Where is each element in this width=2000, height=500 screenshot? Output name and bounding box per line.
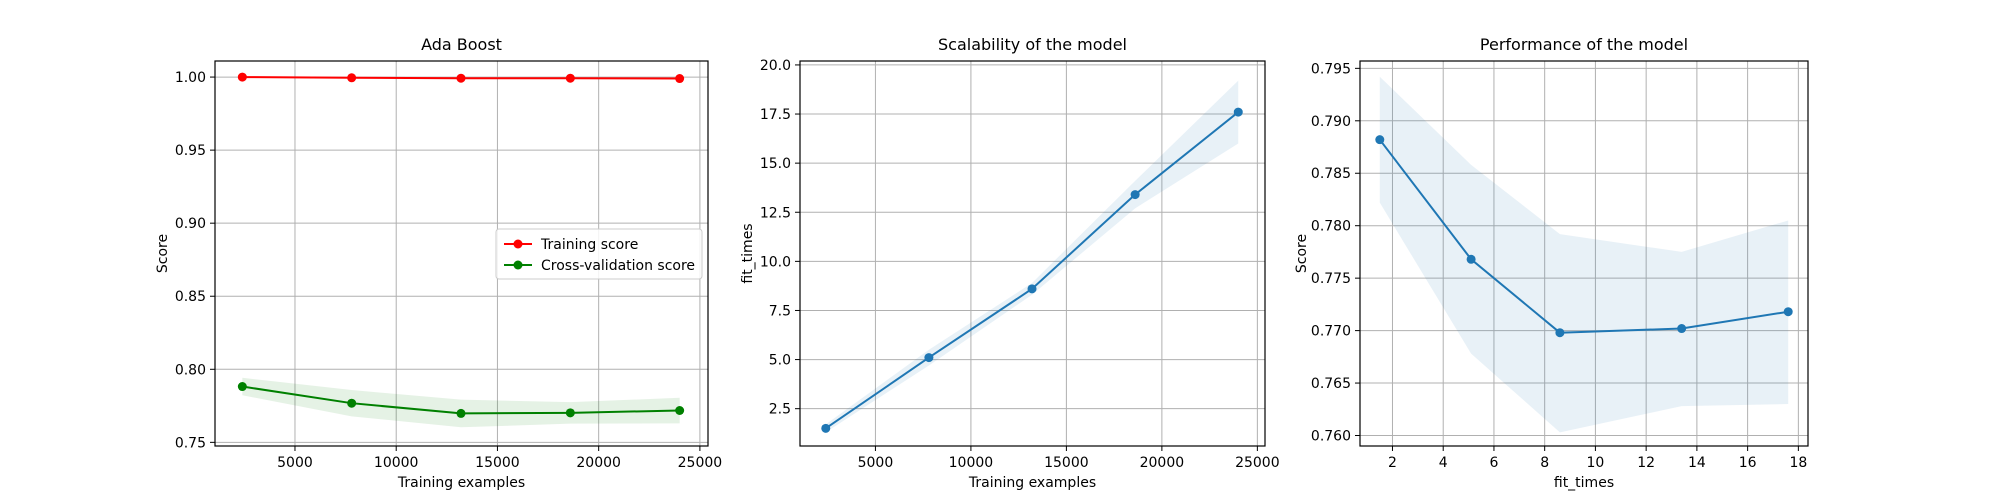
- x-tick-label: 10000: [374, 455, 419, 471]
- y-tick-label: 0.95: [175, 143, 206, 159]
- data-point: [675, 74, 685, 84]
- x-tick-label: 15000: [475, 455, 520, 471]
- series-1: [237, 72, 685, 84]
- y-tick-label: 0.790: [1311, 114, 1351, 130]
- x-tick-label: 18: [1789, 455, 1807, 471]
- legend-swatch-marker: [513, 239, 523, 249]
- legend: Training score Cross-validation score: [495, 228, 703, 280]
- axes-frame: [799, 60, 1266, 447]
- y-tick-label: 0.795: [1311, 61, 1351, 77]
- data-point: [1027, 284, 1037, 294]
- data-point: [1375, 135, 1385, 145]
- y-tick-label: 2.5: [769, 402, 791, 418]
- y-tick-label: 0.785: [1311, 166, 1351, 182]
- y-tick-label: 0.85: [175, 289, 206, 305]
- y-tick-label: 0.90: [175, 216, 206, 232]
- data-point: [675, 405, 685, 415]
- data-point: [347, 73, 357, 83]
- y-axis-label: fit_times: [740, 223, 756, 283]
- data-point: [1130, 190, 1140, 200]
- y-tick-label: 0.760: [1311, 429, 1351, 445]
- data-point: [1783, 307, 1793, 317]
- x-tick-label: 12: [1637, 455, 1655, 471]
- x-tick-label: 16: [1739, 455, 1757, 471]
- data-point: [237, 382, 247, 392]
- x-tick-label: 10: [1587, 455, 1605, 471]
- x-tick-label: 5000: [277, 455, 313, 471]
- series-2: [237, 377, 685, 428]
- y-tick-label: 12.5: [760, 205, 791, 221]
- x-tick-label: 5000: [858, 455, 894, 471]
- legend-entry-label: Cross-validation score: [541, 258, 695, 274]
- data-point: [1555, 328, 1565, 338]
- y-tick-label: 0.765: [1311, 376, 1351, 392]
- legend-box: [495, 228, 703, 280]
- data-point: [1466, 254, 1476, 264]
- y-tick-label: 5.0: [769, 353, 791, 369]
- legend-swatch-marker: [513, 260, 523, 270]
- x-tick-label: 10000: [949, 455, 994, 471]
- data-point: [456, 408, 466, 418]
- y-tick-label: 1.00: [175, 70, 206, 86]
- x-tick-label: 25000: [678, 455, 723, 471]
- data-point: [456, 73, 466, 83]
- x-tick-label: 8: [1540, 455, 1549, 471]
- chart-title: Scalability of the model: [938, 35, 1127, 54]
- x-tick-label: 6: [1489, 455, 1498, 471]
- chart-title: Ada Boost: [421, 35, 502, 54]
- x-tick-label: 25000: [1235, 455, 1280, 471]
- x-tick-label: 4: [1439, 455, 1448, 471]
- y-tick-label: 10.0: [760, 254, 791, 270]
- y-tick-label: 0.775: [1311, 271, 1351, 287]
- x-tick-label: 20000: [1140, 455, 1185, 471]
- x-axis-label: fit_times: [1554, 475, 1614, 491]
- x-tick-label: 20000: [576, 455, 621, 471]
- chart-panel-2: 5000 10000 15000 20000 25000 2.5 5.0 7.5 10.0 12.…: [740, 35, 1280, 491]
- data-point: [565, 408, 575, 418]
- y-tick-label: 17.5: [760, 107, 791, 123]
- y-tick-label: 0.80: [175, 362, 206, 378]
- y-tick-label: 0.770: [1311, 324, 1351, 340]
- x-axis-label: Training examples: [397, 475, 525, 491]
- confidence-band: [1379, 76, 1789, 433]
- data-point: [821, 423, 831, 433]
- data-point: [1677, 324, 1687, 334]
- chart-panel-3: 2 4 6 8 10 12 14 16 18 0.760 0.765 0.770 0.775 0.780 0…: [1294, 35, 1809, 491]
- confidence-band: [825, 80, 1239, 433]
- y-tick-label: 0.75: [175, 435, 206, 451]
- axes-frame: [1359, 60, 1809, 447]
- y-tick-label: 0.780: [1311, 219, 1351, 235]
- series-1: [821, 80, 1243, 433]
- y-tick-label: 7.5: [769, 303, 791, 319]
- confidence-band: [242, 377, 680, 428]
- series-1: [1375, 76, 1793, 433]
- x-tick-label: 2: [1388, 455, 1397, 471]
- x-tick-label: 14: [1688, 455, 1706, 471]
- data-point: [237, 72, 247, 82]
- y-tick-label: 15.0: [760, 156, 791, 172]
- x-tick-label: 15000: [1044, 455, 1089, 471]
- data-point: [1233, 107, 1243, 117]
- data-point: [924, 353, 934, 363]
- data-point: [565, 73, 575, 83]
- x-axis-label: Training examples: [968, 475, 1096, 491]
- y-axis-label: Score: [155, 234, 171, 273]
- axes-frame: [214, 60, 709, 447]
- y-axis-label: Score: [1294, 234, 1310, 273]
- y-tick-label: 20.0: [760, 58, 791, 74]
- data-point: [347, 398, 357, 408]
- chart-title: Performance of the model: [1480, 35, 1688, 54]
- legend-entry-label: Training score: [540, 237, 638, 253]
- chart-panel-1: 5000 10000 15000 20000 25000 0.75 0.80 0.85 0.90…: [155, 35, 722, 491]
